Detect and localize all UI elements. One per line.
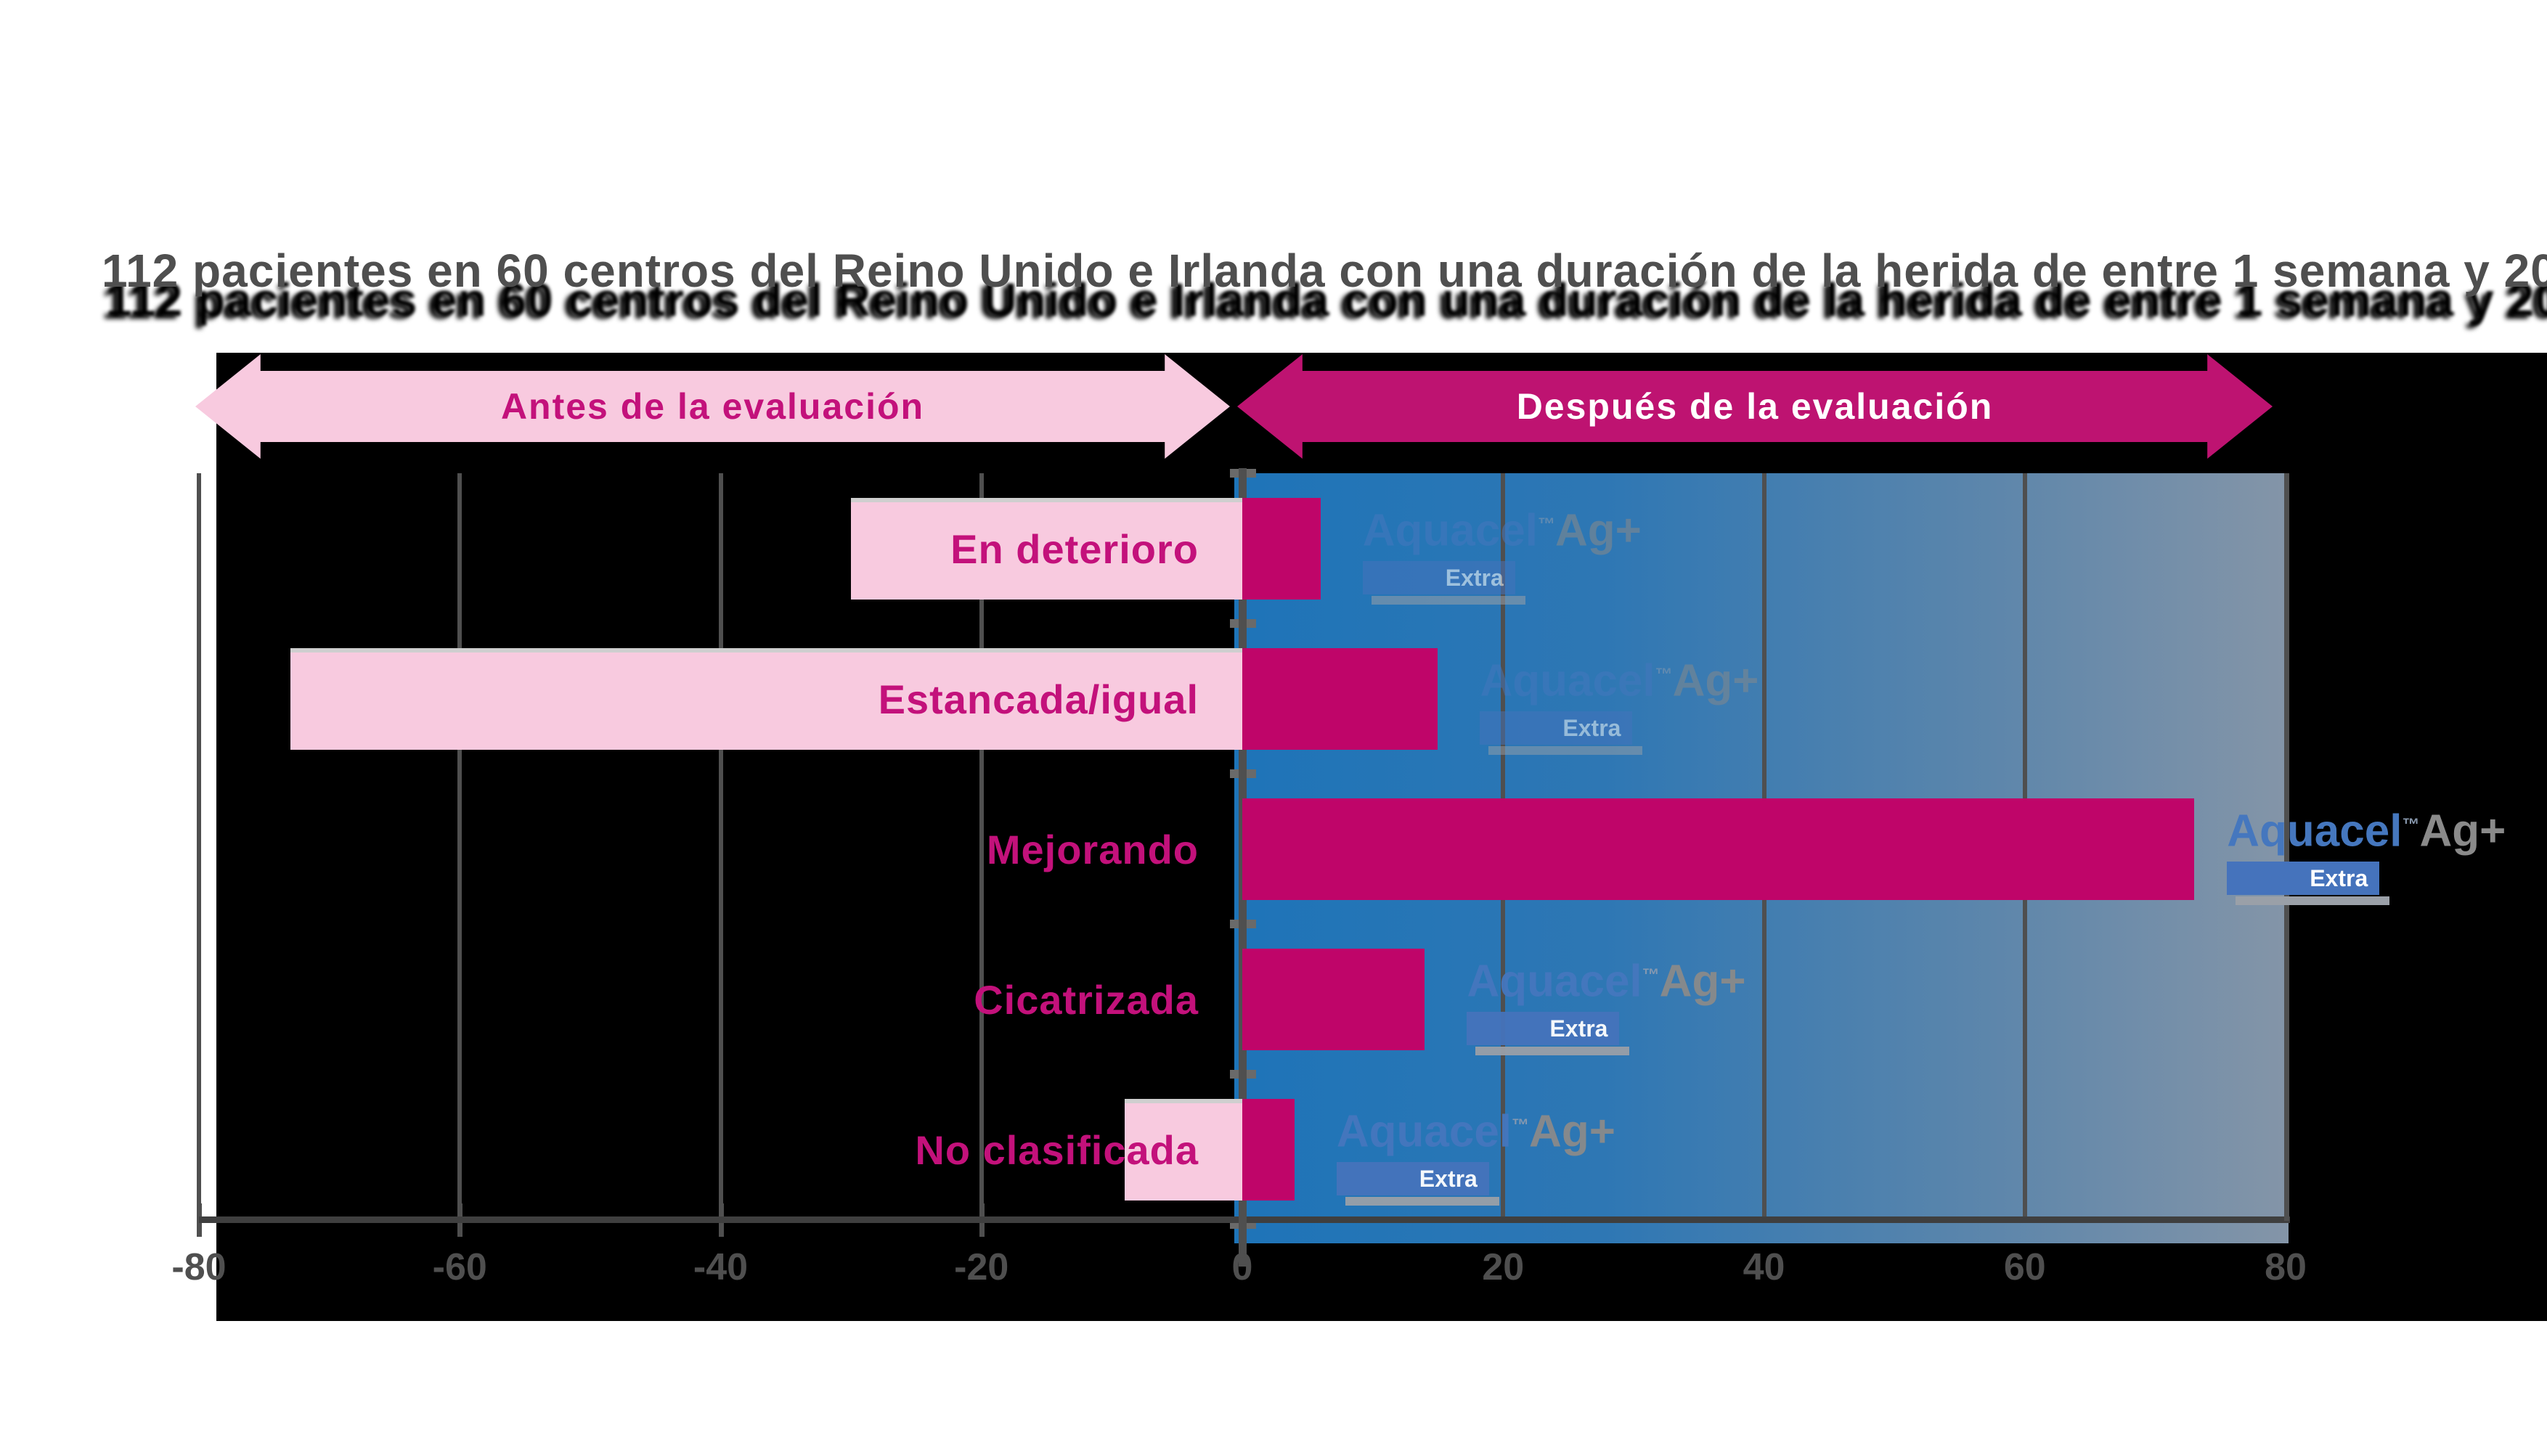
x-tick-label--40: -40 <box>693 1246 749 1288</box>
aquacel-wordmark: Aquacel <box>1362 505 1538 556</box>
aquacel-ag-extra-logo: Aquacel™Ag+ Extra <box>1362 502 1642 605</box>
category-label-1: En deterioro <box>950 526 1199 572</box>
trademark-symbol: ™ <box>1642 965 1660 985</box>
x-tick-label-0: 0 <box>1231 1246 1253 1288</box>
ag-plus-wordmark: Ag+ <box>2419 806 2506 856</box>
x-tick-label-60: 60 <box>2003 1246 2046 1288</box>
gridline--40 <box>718 473 723 1216</box>
logo-wordmark: Aquacel™Ag+ <box>1480 653 1759 704</box>
after-bar <box>1242 798 2195 900</box>
x-tick-label-80: 80 <box>2265 1246 2307 1288</box>
x-tick-label-20: 20 <box>1482 1246 1525 1288</box>
aquacel-ag-extra-logo: Aquacel™Ag+ Extra <box>2227 803 2506 905</box>
x-tick-label--60: -60 <box>432 1246 487 1288</box>
plot-right-frame <box>2284 473 2289 1221</box>
logo-wordmark: Aquacel™Ag+ <box>1467 953 1745 1005</box>
gridline--20 <box>979 473 984 1216</box>
after-bar <box>1242 498 1321 600</box>
before-bar <box>851 498 1242 600</box>
aquacel-wordmark: Aquacel <box>2227 806 2403 856</box>
before-evaluation-label: Antes de la evaluación <box>500 386 925 427</box>
x-tick-label--80: -80 <box>171 1246 227 1288</box>
chart-title: 112 pacientes en 60 centros del Reino Un… <box>102 245 2547 297</box>
trademark-symbol: ™ <box>1655 665 1673 684</box>
logo-wordmark: Aquacel™Ag+ <box>1337 1103 1615 1155</box>
x-tick-label--20: -20 <box>954 1246 1009 1288</box>
extra-band: Extra <box>1480 711 1633 745</box>
ag-plus-wordmark: Ag+ <box>1529 1106 1615 1157</box>
category-label-4: Cicatrizada <box>974 977 1199 1023</box>
extra-band: Extra <box>1362 560 1515 594</box>
extra-band: Extra <box>1336 1161 1489 1195</box>
ag-plus-wordmark: Ag+ <box>1672 655 1759 706</box>
before-bar <box>290 648 1242 750</box>
x-tick-label-40: 40 <box>1743 1246 1785 1288</box>
trademark-symbol: ™ <box>2402 815 2420 835</box>
extra-band-shadow <box>1345 1196 1499 1206</box>
extra-band-shadow <box>1475 1046 1630 1055</box>
ag-plus-wordmark: Ag+ <box>1659 956 1746 1007</box>
after-evaluation-arrow: Después de la evaluación <box>1237 354 2273 459</box>
aquacel-ag-extra-logo: Aquacel™Ag+ Extra <box>1467 953 1746 1055</box>
gridline--80 <box>197 473 201 1216</box>
after-bar <box>1242 1099 1295 1201</box>
extra-band-shadow <box>2236 896 2390 905</box>
before-bar <box>1125 1099 1242 1201</box>
extra-band: Extra <box>1467 1011 1620 1045</box>
extra-band-shadow <box>1371 595 1525 605</box>
after-bar <box>1242 949 1425 1050</box>
aquacel-wordmark: Aquacel <box>1336 1106 1512 1157</box>
logo-wordmark: Aquacel™Ag+ <box>2227 803 2506 854</box>
trademark-symbol: ™ <box>1512 1116 1530 1135</box>
extra-band: Extra <box>2227 861 2380 895</box>
category-label-5: No clasificada <box>915 1127 1199 1173</box>
category-label-2: Estancada/igual <box>878 676 1199 722</box>
aquacel-ag-extra-logo: Aquacel™Ag+ Extra <box>1336 1103 1615 1206</box>
extra-band-shadow <box>1488 745 1643 755</box>
ag-plus-wordmark: Ag+ <box>1554 505 1642 556</box>
before-evaluation-arrow: Antes de la evaluación <box>195 354 1230 459</box>
after-bar <box>1242 648 1438 750</box>
aquacel-ag-extra-logo: Aquacel™Ag+ Extra <box>1480 653 1759 755</box>
trademark-symbol: ™ <box>1537 515 1555 534</box>
logo-wordmark: Aquacel™Ag+ <box>1363 502 1642 554</box>
gridline--60 <box>457 473 462 1216</box>
category-label-3: Mejorando <box>986 827 1199 872</box>
after-evaluation-label: Después de la evaluación <box>1516 386 1994 427</box>
aquacel-wordmark: Aquacel <box>1467 956 1642 1007</box>
aquacel-wordmark: Aquacel <box>1480 655 1655 706</box>
